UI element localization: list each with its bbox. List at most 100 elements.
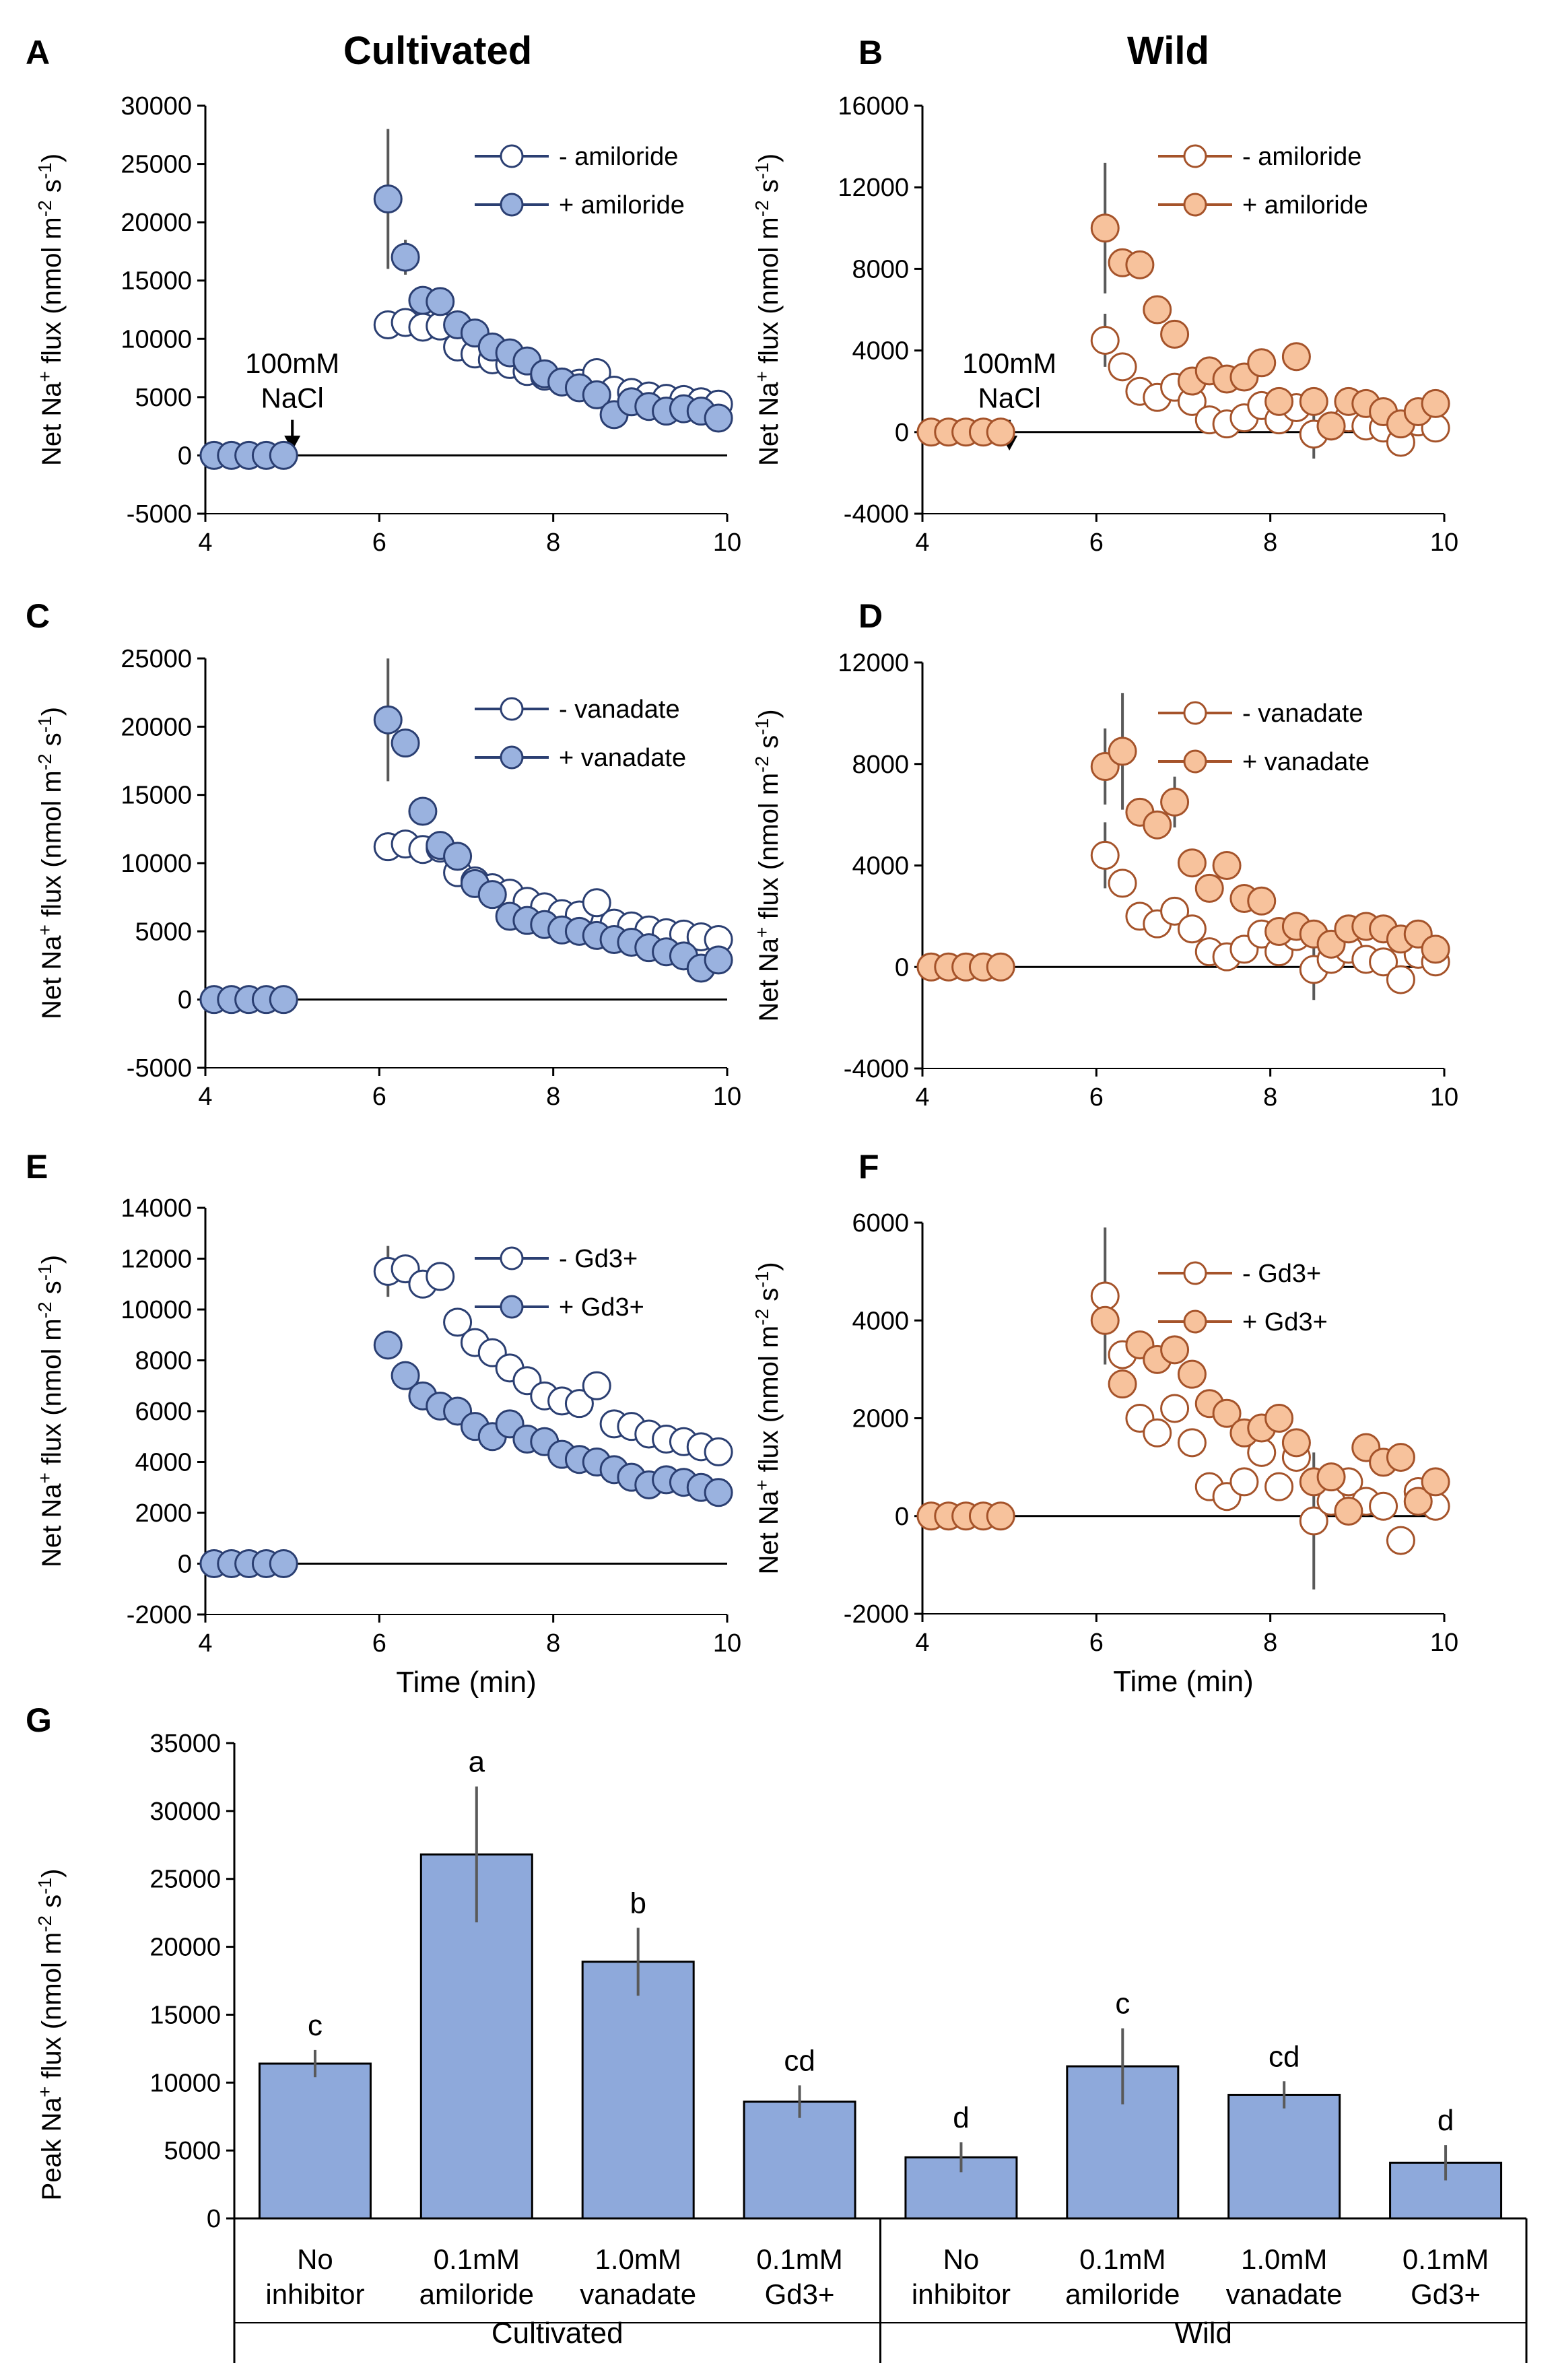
x-tick-label: 10 <box>713 529 741 557</box>
bar <box>1227 2093 1341 2220</box>
x-tick-label: 8 <box>546 529 560 557</box>
category-label-line1: 1.0mM <box>1241 2243 1327 2275</box>
legend-marker <box>500 193 524 217</box>
x-tick-label: 8 <box>1263 1629 1277 1657</box>
data-point <box>1369 1491 1398 1521</box>
y-axis-label-part: s <box>754 735 784 756</box>
data-point <box>408 796 438 826</box>
y-axis-label-part: -2 <box>34 1915 55 1932</box>
chart-f: F -2000 0 2000 4000 6000 4 6 8 10 Net Na+ flux (nm… <box>751 1148 1458 1698</box>
category-label-line2: amiloride <box>419 2278 534 2310</box>
y-tick-label: 8000 <box>852 255 909 283</box>
data-point <box>1299 386 1328 416</box>
x-tick-label: 6 <box>1089 529 1104 557</box>
y-tick-label: 12000 <box>121 1246 192 1274</box>
y-axis-label-part: + <box>751 1480 772 1491</box>
y-axis-label-part: s <box>754 1288 784 1309</box>
data-point <box>1212 851 1242 880</box>
data-point <box>1369 947 1398 977</box>
markers-minus <box>373 1254 733 1466</box>
y-axis-label-part: -1 <box>751 1271 772 1288</box>
data-point <box>1090 325 1120 355</box>
data-point <box>1281 1428 1311 1458</box>
markers-plus <box>916 213 1450 447</box>
y-axis-label-part: ) <box>37 707 67 716</box>
data-point <box>391 1361 420 1390</box>
x-tick-label: 4 <box>915 529 929 557</box>
data-point <box>1090 1281 1120 1311</box>
data-point <box>1160 1335 1190 1365</box>
y-axis-label-part: -2 <box>751 756 772 773</box>
chart-e: E -2000 0 2000 4000 6000 8000 10000 12000 14000 4 6… <box>26 1148 741 1699</box>
y-tick-label: 12000 <box>838 174 909 202</box>
data-point <box>1386 965 1415 994</box>
y-tick-label: 10000 <box>121 850 192 878</box>
y-tick-label: 20000 <box>121 713 192 741</box>
y-tick-label: 12000 <box>838 649 909 677</box>
data-point <box>582 888 611 918</box>
data-point <box>1386 1443 1415 1472</box>
legend-label: + amiloride <box>1242 191 1368 219</box>
data-point <box>1281 342 1311 372</box>
data-point <box>1125 250 1155 279</box>
data-point <box>1229 1467 1259 1497</box>
data-point <box>986 1501 1015 1531</box>
y-tick-label: 4000 <box>852 1307 909 1335</box>
y-axis-label-part: s <box>37 179 67 200</box>
legend-label: - vanadate <box>1242 700 1363 728</box>
y-axis-label-part: -2 <box>751 1309 772 1326</box>
category-label-line2: inhibitor <box>912 2278 1011 2310</box>
y-axis-label: Net Na+ flux (nmol m-2 s-1) <box>751 709 784 1021</box>
y-axis-label-part: + <box>34 371 55 382</box>
y-tick-label: 4000 <box>135 1449 192 1477</box>
y-axis-label-part: Net Na <box>754 937 784 1021</box>
data-point <box>391 728 420 758</box>
y-axis-label-part: s <box>37 733 67 753</box>
y-tick-label: 10000 <box>149 2069 221 2097</box>
data-point <box>582 380 611 409</box>
category-label-line2: Gd3+ <box>765 2278 835 2310</box>
y-tick-label: 30000 <box>121 92 192 121</box>
data-point <box>1386 1526 1415 1555</box>
data-point <box>1177 1359 1207 1389</box>
x-tick-label: 10 <box>713 1083 741 1111</box>
y-tick-label: 2000 <box>135 1499 192 1528</box>
y-axis-label-part: flux (nmol m <box>754 1326 784 1480</box>
data-point <box>373 705 403 735</box>
x-tick-label: 4 <box>915 1083 929 1112</box>
y-tick-label: 10000 <box>121 325 192 353</box>
category-label-line1: No <box>297 2243 333 2275</box>
y-tick-label: 0 <box>895 953 909 982</box>
data-point <box>986 417 1015 447</box>
x-tick-label: 10 <box>1430 1083 1458 1112</box>
y-tick-label: 2000 <box>852 1405 909 1433</box>
data-point <box>1090 1305 1120 1335</box>
data-point <box>1160 319 1190 349</box>
data-point <box>564 1389 594 1419</box>
category-label-line2: vanadate <box>580 2278 696 2310</box>
data-point <box>426 1262 455 1291</box>
y-tick-label: 15000 <box>121 267 192 296</box>
panel-letter: G <box>26 1701 52 1739</box>
y-axis-label-part: ) <box>754 1262 784 1270</box>
legend-label: + Gd3+ <box>559 1293 644 1322</box>
bar <box>581 1961 695 2220</box>
y-tick-label: 25000 <box>149 1866 221 1894</box>
markers-plus <box>199 184 733 470</box>
x-tick-label: 4 <box>198 529 212 557</box>
y-axis-label-part: -2 <box>751 200 772 217</box>
y-axis-label-part: ) <box>37 1255 67 1264</box>
legend-marker <box>1183 1261 1207 1285</box>
x-tick-label: 10 <box>1430 1629 1458 1657</box>
significance-letter: cd <box>784 2044 815 2077</box>
x-tick-label: 4 <box>198 1083 212 1111</box>
legend-marker <box>500 745 524 770</box>
data-point <box>373 184 403 214</box>
y-axis-label-part: flux (nmol m <box>37 1932 67 2086</box>
legend-label: - amiloride <box>559 143 678 171</box>
y-tick-label: 10000 <box>121 1296 192 1324</box>
y-tick-label: 6000 <box>135 1398 192 1426</box>
panel-letter: B <box>858 34 883 71</box>
y-axis-label: Net Na+ flux (nmol m-2 s-1) <box>34 707 67 1019</box>
